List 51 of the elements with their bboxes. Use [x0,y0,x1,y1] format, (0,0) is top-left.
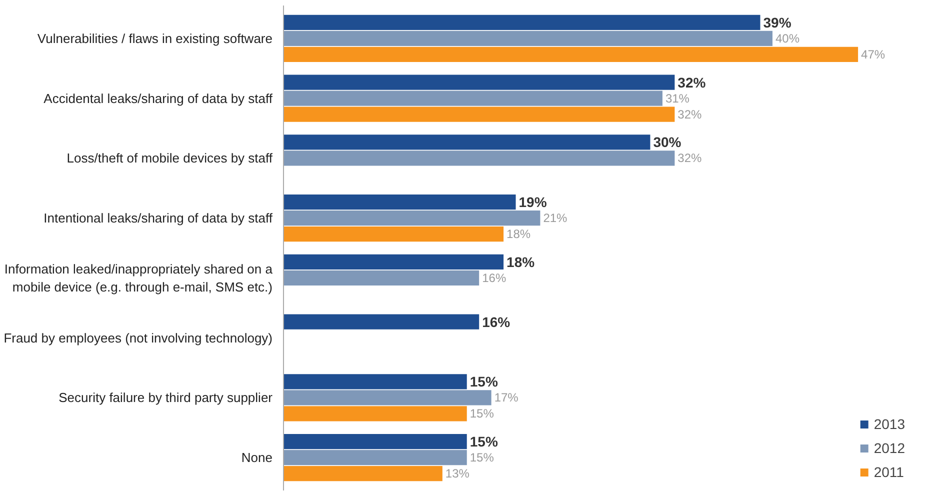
y-tick-label: Intentional leaks/sharing of data by staff [44,210,273,226]
data-label: 15% [470,406,494,421]
bar [284,30,772,46]
legend-label: 2011 [874,464,904,480]
legend-label: 2013 [874,416,905,432]
data-label: 31% [665,91,690,106]
data-label: 30% [653,134,682,150]
y-tick-label: Security failure by third party supplier [58,390,274,406]
bar [284,374,467,390]
bar [284,14,760,30]
data-label: 18% [506,227,531,242]
bar [284,434,467,450]
y-tick-label: Fraud by employees (not involving technology) [4,330,272,346]
data-label: 32% [678,74,706,90]
bar [284,74,675,90]
bar [284,254,504,270]
bar [284,450,467,466]
bar [284,226,504,242]
bar [284,90,662,106]
y-tick-label: None [241,450,272,466]
data-label: 19% [518,194,548,210]
bar [284,406,467,422]
data-label: 15% [470,434,498,450]
bar [284,270,480,286]
bar [284,466,442,482]
data-label: 40% [775,31,800,46]
y-tick-label: Loss/theft of mobile devices by staff [66,150,273,166]
data-label: 17% [494,390,519,405]
bar [284,390,492,406]
data-label: 39% [763,14,792,30]
data-label: 16% [482,314,511,330]
bar [284,150,675,166]
data-label: 21% [543,211,568,226]
bar [284,134,650,150]
bar [284,194,516,210]
data-label: 32% [678,107,702,122]
bar [284,314,480,330]
bar [284,106,675,122]
data-label: 18% [506,254,536,270]
bar [284,46,858,62]
data-label: 32% [678,151,702,166]
y-tick-label: Vulnerabilities / flaws in existing software [37,30,273,46]
data-label: 16% [482,270,506,285]
legend-label: 2012 [874,440,905,456]
data-label: 15% [470,374,498,390]
data-label: 13% [445,466,470,481]
data-label: 15% [470,450,494,465]
y-tick-label: Accidental leaks/sharing of data by staff [44,90,273,106]
bar [284,210,540,226]
data-label: 47% [861,47,886,62]
y-tick-label: Information leaked/inappropriately shared on a mobile device (e.g. through e-mail, SMS etc.) [4,261,274,294]
